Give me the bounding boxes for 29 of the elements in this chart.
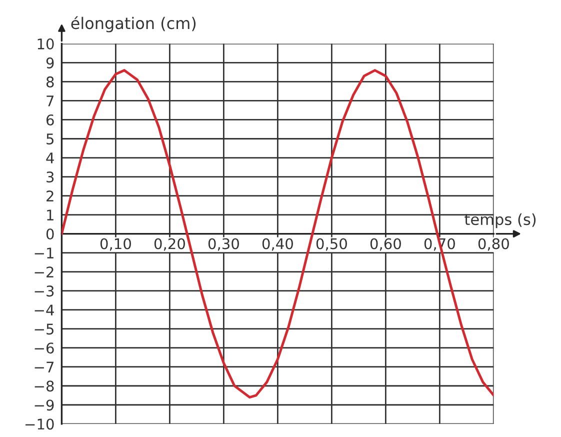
y-tick-label: 6 bbox=[46, 114, 54, 126]
y-tick-label: −1 bbox=[34, 248, 54, 258]
y-tick-label: −4 bbox=[34, 304, 54, 316]
y-tick-label: 7 bbox=[46, 96, 54, 106]
y-axis-title: élongation (cm) bbox=[71, 16, 196, 32]
y-tick-label: −6 bbox=[34, 342, 54, 354]
y-tick-label: −3 bbox=[34, 286, 54, 297]
y-tick-label: 10 bbox=[38, 38, 54, 50]
x-tick-label: 0,30 bbox=[208, 238, 239, 251]
y-tick-label: 4 bbox=[46, 152, 54, 164]
y-tick-label: 1 bbox=[47, 210, 54, 220]
x-tick-label: 0,80 bbox=[478, 238, 509, 251]
y-tick-label: −9 bbox=[34, 400, 54, 411]
y-tick-label: 5 bbox=[46, 134, 54, 144]
y-tick-label: 2 bbox=[46, 190, 54, 202]
y-tick-label: −8 bbox=[34, 380, 54, 392]
x-tick-label: 0,50 bbox=[316, 238, 347, 251]
x-tick-label: 0,10 bbox=[100, 238, 131, 251]
y-tick-label: −5 bbox=[34, 324, 54, 335]
x-tick-label: 0,20 bbox=[154, 238, 185, 251]
y-tick-label: 3 bbox=[46, 171, 54, 183]
y-tick-label: −2 bbox=[34, 266, 54, 278]
y-tick-label: −7 bbox=[34, 362, 54, 372]
y-tick-label: 0 bbox=[46, 228, 54, 240]
y-tick-label: 8 bbox=[46, 76, 54, 88]
x-tick-label: 0,40 bbox=[262, 238, 293, 251]
x-tick-label: 0,60 bbox=[370, 238, 401, 251]
y-tick-label: −10 bbox=[26, 418, 54, 430]
y-tick-label: 9 bbox=[46, 57, 54, 68]
